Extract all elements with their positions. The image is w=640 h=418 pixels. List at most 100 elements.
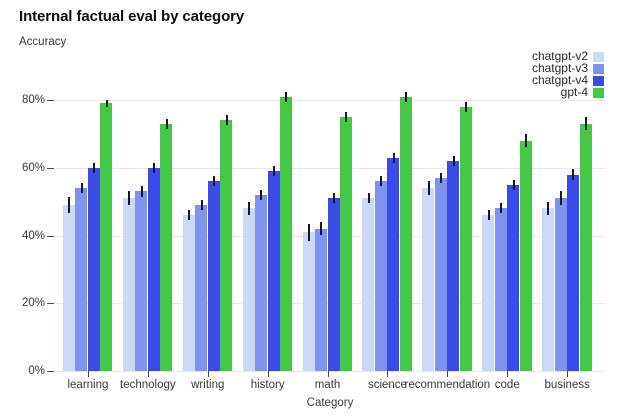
legend-item-chatgpt-v4: chatgpt-v4 xyxy=(531,73,604,87)
x-tick-label: history xyxy=(250,379,285,391)
bar-chatgpt-v2-business xyxy=(542,208,555,371)
bar-chatgpt-v4-math xyxy=(327,198,340,371)
x-axis-tick xyxy=(207,371,209,377)
bar-gpt-4-technology xyxy=(160,123,173,371)
error-bar-gpt-4-recommendation xyxy=(465,101,468,112)
legend-label: chatgpt-v2 xyxy=(531,49,588,63)
error-bar-gpt-4-history xyxy=(285,91,288,102)
error-bar-gpt-4-writing xyxy=(225,115,228,126)
bar-chatgpt-v2-writing xyxy=(182,215,195,371)
y-tick-label: 80% xyxy=(21,94,45,106)
bar-chatgpt-v4-learning xyxy=(87,167,100,371)
bar-chatgpt-v3-science xyxy=(374,181,387,371)
error-bar-chatgpt-v3-technology xyxy=(140,186,143,197)
bar-chatgpt-v2-code xyxy=(482,215,495,371)
error-bar-chatgpt-v3-history xyxy=(260,189,263,200)
error-bar-gpt-4-math xyxy=(345,111,348,122)
error-bar-chatgpt-v2-technology xyxy=(128,191,131,205)
error-bar-chatgpt-v2-business xyxy=(547,201,550,216)
legend-label: gpt-4 xyxy=(560,85,588,99)
error-bar-chatgpt-v3-business xyxy=(559,191,562,205)
error-bar-chatgpt-v4-math xyxy=(332,193,335,204)
error-bar-chatgpt-v3-writing xyxy=(200,199,203,211)
bar-chatgpt-v3-code xyxy=(494,208,507,371)
error-bar-chatgpt-v3-code xyxy=(500,203,502,214)
bar-gpt-4-code xyxy=(519,140,532,371)
x-tick-label: recommendation xyxy=(404,379,491,391)
bar-chatgpt-v4-recommendation xyxy=(447,160,460,371)
error-bar-chatgpt-v2-history xyxy=(247,201,250,216)
error-bar-chatgpt-v4-business xyxy=(572,169,575,180)
bar-gpt-4-business xyxy=(579,123,592,371)
error-bar-gpt-4-learning xyxy=(105,100,108,107)
x-axis-tick xyxy=(507,371,509,377)
bar-gpt-4-recommendation xyxy=(459,106,472,371)
legend: chatgpt-v2 chatgpt-v3 chatgpt-v4 gpt-4 xyxy=(531,49,604,99)
y-axis-title: Accuracy xyxy=(19,36,67,48)
x-axis-tick xyxy=(387,371,389,377)
gridline xyxy=(55,371,605,372)
x-axis-tick xyxy=(147,371,149,377)
legend-swatch xyxy=(593,63,604,74)
bar-gpt-4-writing xyxy=(220,120,233,371)
error-bar-chatgpt-v4-recommendation xyxy=(452,155,455,167)
bar-chatgpt-v4-business xyxy=(567,174,580,371)
y-axis-tick xyxy=(47,371,54,372)
x-axis-tick xyxy=(567,371,569,377)
bar-chatgpt-v2-math xyxy=(302,232,315,371)
bar-gpt-4-learning xyxy=(100,103,113,371)
error-bar-chatgpt-v4-technology xyxy=(153,162,156,173)
legend-swatch xyxy=(593,75,604,86)
x-tick-label: technology xyxy=(120,379,176,391)
bar-chatgpt-v2-history xyxy=(242,208,255,371)
bar-chatgpt-v4-code xyxy=(507,184,520,371)
bar-chatgpt-v3-business xyxy=(554,198,567,371)
bar-chatgpt-v3-writing xyxy=(195,205,208,371)
x-axis-tick xyxy=(327,371,329,377)
bar-gpt-4-science xyxy=(399,96,412,371)
error-bar-chatgpt-v3-recommendation xyxy=(440,172,443,183)
y-tick-label: 40% xyxy=(21,229,45,242)
y-axis-tick xyxy=(47,303,54,305)
x-tick-label: writing xyxy=(191,379,225,391)
error-bar-chatgpt-v3-learning xyxy=(80,182,83,194)
bar-chatgpt-v3-learning xyxy=(75,188,88,371)
bar-chatgpt-v3-history xyxy=(255,194,268,371)
error-bar-chatgpt-v4-writing xyxy=(213,176,215,187)
bar-chatgpt-v4-history xyxy=(267,171,280,371)
y-axis-tick xyxy=(47,100,54,101)
bar-gpt-4-math xyxy=(340,116,353,371)
error-bar-chatgpt-v3-science xyxy=(380,176,383,187)
bar-gpt-4-history xyxy=(280,96,293,371)
error-bar-chatgpt-v4-learning xyxy=(93,162,96,173)
error-bar-chatgpt-v4-science xyxy=(392,152,395,163)
bar-chatgpt-v2-science xyxy=(362,198,375,371)
error-bar-gpt-4-technology xyxy=(165,118,168,129)
x-axis-title: Category xyxy=(306,397,354,409)
y-tick-label: 0% xyxy=(28,365,45,377)
bar-chatgpt-v2-learning xyxy=(62,205,75,371)
legend-label: chatgpt-v4 xyxy=(531,73,588,87)
error-bar-chatgpt-v2-writing xyxy=(188,210,190,221)
error-bar-chatgpt-v4-code xyxy=(512,179,515,190)
bar-chatgpt-v4-science xyxy=(387,157,400,371)
legend-item-chatgpt-v3: chatgpt-v3 xyxy=(532,62,604,75)
gridline xyxy=(55,100,605,101)
x-tick-label: science xyxy=(367,379,407,391)
bar-chatgpt-v4-writing xyxy=(207,181,220,371)
gridline xyxy=(55,167,605,169)
error-bar-chatgpt-v4-history xyxy=(272,166,275,177)
error-bar-chatgpt-v2-science xyxy=(367,193,370,204)
error-bar-chatgpt-v2-learning xyxy=(68,196,71,214)
chart-title: Internal factual eval by category xyxy=(19,8,245,25)
bar-chatgpt-v3-technology xyxy=(135,191,148,371)
error-bar-chatgpt-v2-code xyxy=(487,210,490,221)
bar-chatgpt-v4-technology xyxy=(147,167,160,371)
legend-swatch xyxy=(593,87,604,98)
bar-chatgpt-v3-recommendation xyxy=(434,177,447,371)
y-tick-label: 60% xyxy=(21,161,45,174)
error-bar-chatgpt-v2-recommendation xyxy=(427,181,430,195)
bar-chatgpt-v2-recommendation xyxy=(422,188,435,371)
